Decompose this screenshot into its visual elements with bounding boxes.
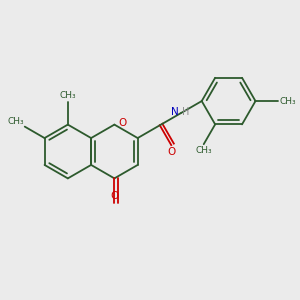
Text: O: O xyxy=(167,148,176,158)
Text: CH₃: CH₃ xyxy=(7,117,24,126)
Text: CH₃: CH₃ xyxy=(59,91,76,100)
Text: CH₃: CH₃ xyxy=(280,97,296,106)
Text: N: N xyxy=(171,107,178,117)
Text: H: H xyxy=(182,107,190,117)
Text: O: O xyxy=(110,191,118,201)
Text: O: O xyxy=(118,118,126,128)
Text: CH₃: CH₃ xyxy=(195,146,212,155)
